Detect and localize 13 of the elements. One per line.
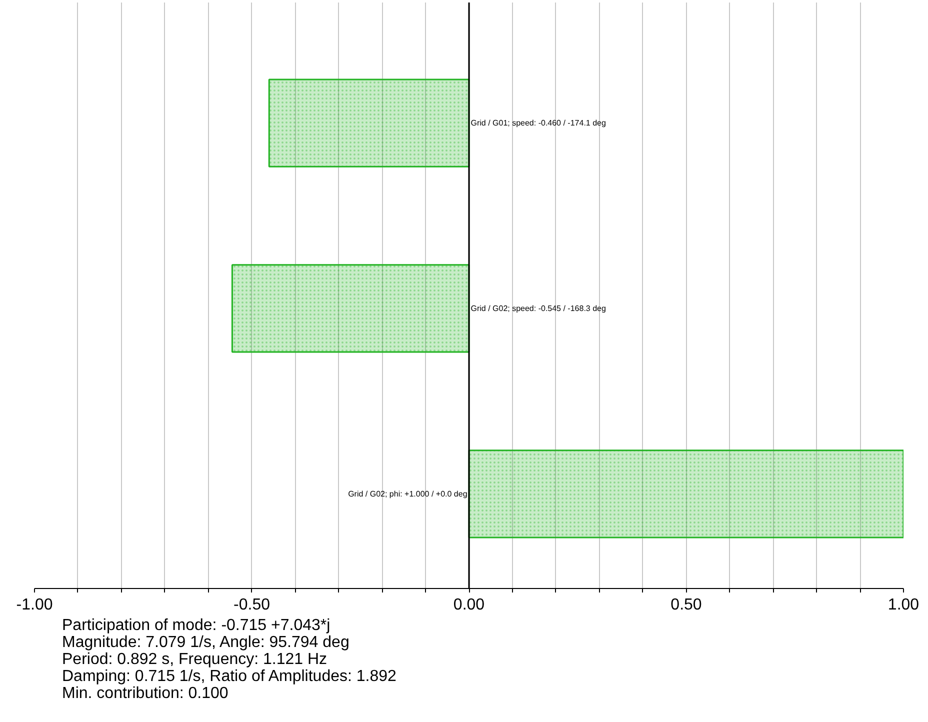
data-label: Grid / G02; speed: -0.545 / -168.3 deg (470, 304, 606, 313)
text: Damping: 0.715 1/s, Ratio of Amplitudes: 1.892 (62, 668, 396, 685)
text: Magnitude: 7.079 1/s, Angle: 95.794 deg (62, 634, 350, 651)
data-label: Grid / G01; speed: -0.460 / -174.1 deg (470, 118, 606, 128)
x-tick-label: 0.50 (670, 596, 702, 614)
text: Period: 0.892 s, Frequency: 1.121 Hz (62, 651, 328, 668)
x-tick-label: 0.00 (453, 596, 485, 614)
x-tick-label: -1.00 (16, 596, 53, 614)
data-label: Grid / G02; phi: +1.000 / +0.0 deg (348, 489, 468, 498)
text: Min. contribution: 0.100 (62, 685, 228, 702)
x-tick-label: 1.00 (888, 596, 920, 614)
x-tick-label: -0.50 (234, 596, 270, 614)
text: Participation of mode: -0.715 +7.043*j (62, 617, 330, 634)
